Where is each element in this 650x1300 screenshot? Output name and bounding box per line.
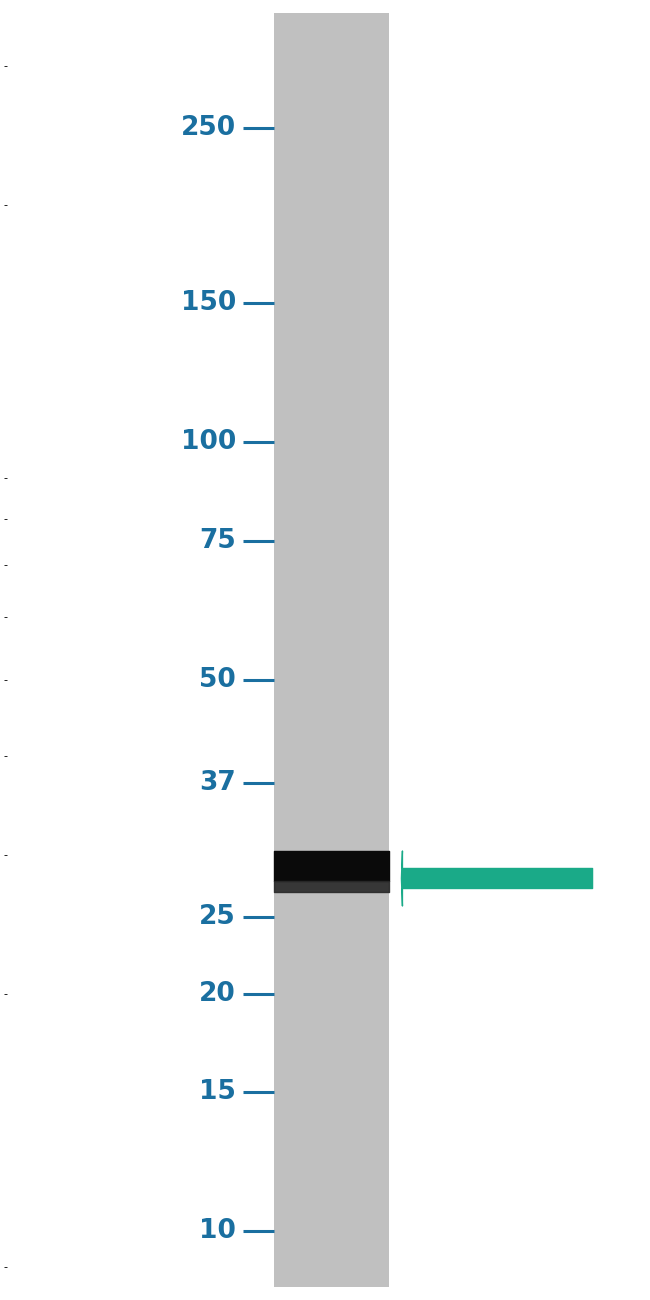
Text: 50: 50 [199,667,236,693]
Text: 10: 10 [199,1218,236,1244]
Text: 75: 75 [199,528,236,554]
Text: 100: 100 [181,429,236,455]
Text: 25: 25 [199,905,236,931]
Text: 37: 37 [199,770,236,796]
Text: 150: 150 [181,290,236,316]
Text: 250: 250 [181,116,236,142]
Bar [274,13,389,1287]
Text: 20: 20 [199,980,236,1006]
Text: 15: 15 [199,1079,236,1105]
